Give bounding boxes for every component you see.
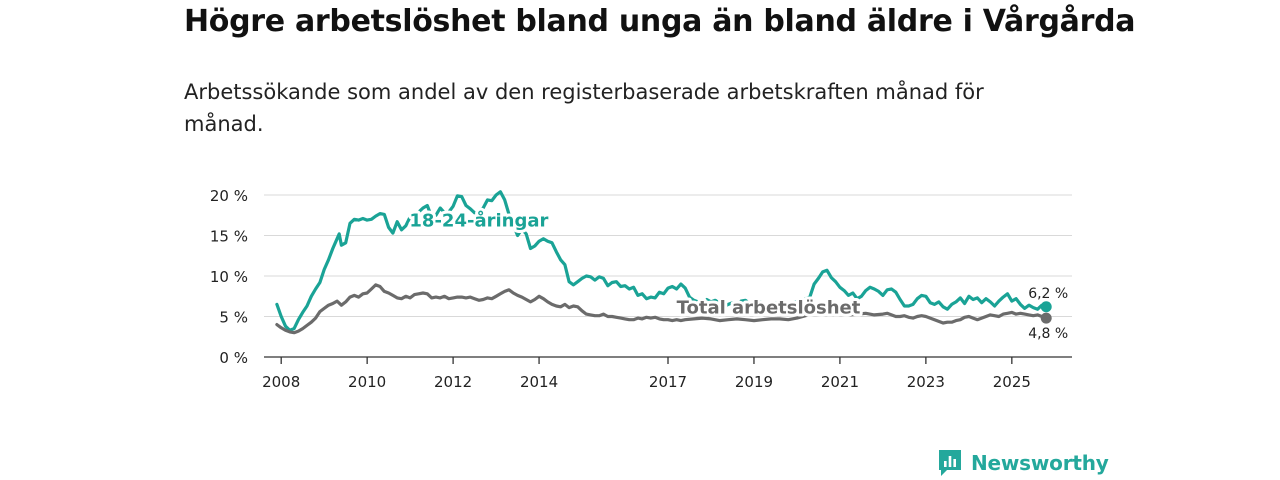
x-axis: 2008 2010 2012 2014 2017 2019 2021 2023 2025 — [262, 356, 1072, 391]
x-tick-label: 2010 — [348, 373, 386, 391]
series-label-1: Total arbetslöshet — [677, 297, 861, 318]
series-line-0 — [275, 190, 1048, 332]
brand-name: Newsworthy — [971, 451, 1109, 475]
x-tick-label: 2012 — [434, 373, 472, 391]
y-tick-label: 20 % — [210, 187, 248, 205]
y-tick-label: 15 % — [210, 228, 248, 246]
end-label-halo: 4,8 % — [1028, 326, 1068, 342]
newsworthy-icon — [939, 450, 961, 476]
x-tick-label: 2014 — [520, 373, 558, 391]
end-value-label-0: 6,2 % — [1028, 286, 1068, 302]
y-tick-label: 0 % — [219, 349, 248, 367]
y-tick-label: 5 % — [219, 309, 248, 327]
x-tick-label: 2023 — [907, 373, 945, 391]
y-tick-label: 10 % — [210, 268, 248, 286]
gridlines — [264, 194, 1072, 317]
end-label-halo: 6,2 % — [1028, 286, 1068, 302]
chart-title: Högre arbetslöshet bland unga än bland ä… — [184, 4, 1136, 39]
y-axis: 0 % 5 % 10 % 15 % 20 % — [210, 187, 248, 367]
chart-subtitle: Arbetssökande som andel av den registerb… — [184, 80, 984, 136]
series-line-1 — [275, 283, 1048, 335]
x-tick-label: 2017 — [649, 373, 687, 391]
series-label-halo: Total arbetslöshet — [677, 297, 861, 318]
series-label-halo: 18-24-åringar — [409, 210, 548, 232]
series-lines — [275, 190, 1052, 335]
x-tick-label: 2019 — [735, 373, 773, 391]
series-end-dot-1 — [1040, 312, 1052, 324]
x-tick-label: 2008 — [262, 373, 300, 391]
x-tick-label: 2025 — [993, 373, 1031, 391]
end-value-label-1: 4,8 % — [1028, 326, 1068, 342]
newsworthy-logo[interactable]: Newsworthy — [937, 448, 1109, 478]
series-end-dot-0 — [1040, 301, 1052, 313]
x-tick-label: 2021 — [821, 373, 859, 391]
series-label-0: 18-24-åringar — [409, 210, 548, 232]
